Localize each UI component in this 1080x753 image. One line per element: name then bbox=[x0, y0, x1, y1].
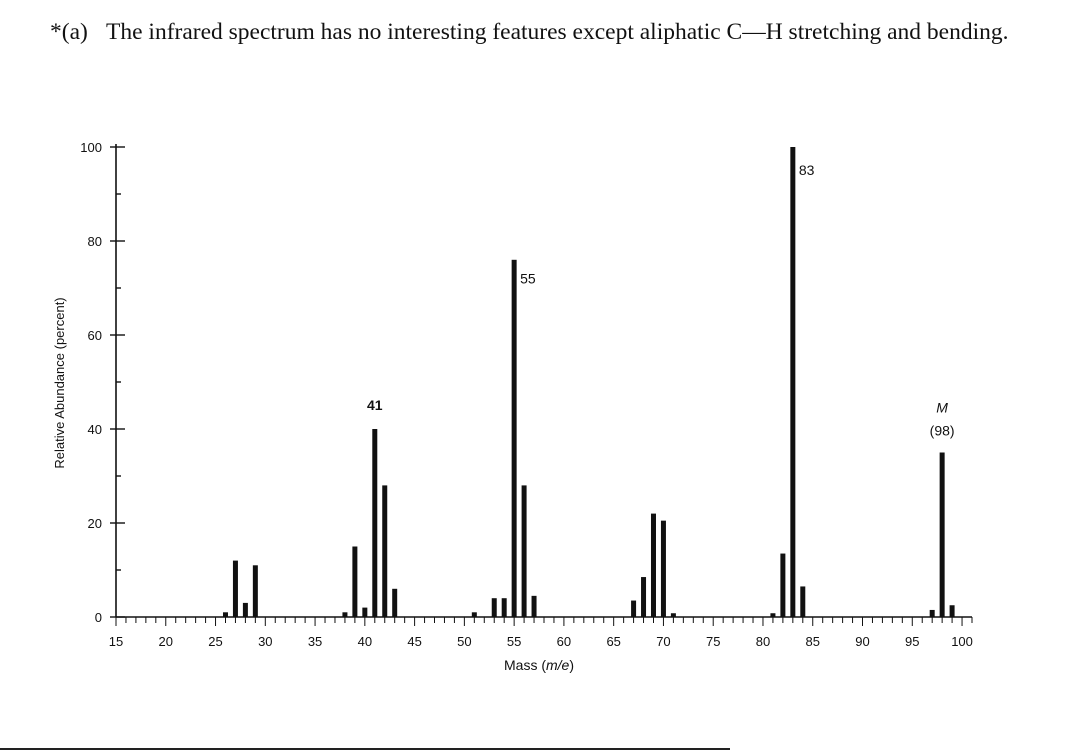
peak-bar-mz-29 bbox=[252, 565, 258, 617]
x-tick-label: 95 bbox=[905, 634, 919, 649]
problem-text: The infrared spectrum has no interesting… bbox=[106, 19, 1009, 45]
y-tick-label: 20 bbox=[88, 516, 102, 531]
peak-bar-mz-43 bbox=[392, 588, 398, 617]
x-tick-label: 70 bbox=[656, 634, 670, 649]
peak-bar-mz-98 bbox=[939, 452, 945, 617]
peak-bar-mz-26 bbox=[222, 612, 228, 617]
x-tick-label: 75 bbox=[706, 634, 720, 649]
footer-rule bbox=[0, 748, 730, 750]
peak-label: 41 bbox=[367, 397, 383, 413]
peak-bar-mz-27 bbox=[232, 560, 238, 617]
x-axis-title: Mass (m/e) bbox=[504, 657, 574, 673]
peak-bar-mz-51 bbox=[471, 612, 477, 617]
peak-bar-mz-40 bbox=[362, 607, 368, 617]
x-tick-label: 30 bbox=[258, 634, 272, 649]
peak-bar-mz-57 bbox=[531, 595, 537, 617]
x-tick-label: 60 bbox=[557, 634, 571, 649]
peak-bar-mz-69 bbox=[650, 513, 656, 617]
peak-bar-mz-54 bbox=[501, 598, 507, 617]
y-tick-label: 100 bbox=[80, 140, 102, 155]
x-tick-label: 90 bbox=[855, 634, 869, 649]
peak-bar-mz-83 bbox=[790, 147, 796, 617]
x-tick-label: 100 bbox=[951, 634, 973, 649]
peak-bar-mz-67 bbox=[631, 600, 637, 617]
peak-bar-mz-28 bbox=[242, 602, 248, 617]
peak-label: M bbox=[936, 400, 948, 416]
peak-bar-mz-42 bbox=[382, 485, 388, 617]
x-tick-label: 55 bbox=[507, 634, 521, 649]
peak-bar-mz-56 bbox=[521, 485, 527, 617]
peak-bar-mz-41 bbox=[372, 429, 378, 617]
peak-label: (98) bbox=[930, 423, 955, 439]
problem-statement: *(a) The infrared spectrum has no interes… bbox=[50, 18, 1050, 46]
peak-bar-mz-68 bbox=[641, 577, 647, 617]
y-axis-title: Relative Abundance (percent) bbox=[52, 297, 67, 468]
y-tick-label: 80 bbox=[88, 234, 102, 249]
problem-marker: *(a) bbox=[50, 19, 88, 45]
peak-bar-mz-71 bbox=[670, 613, 676, 617]
peak-bar-mz-84 bbox=[800, 586, 806, 617]
y-tick-label: 40 bbox=[88, 422, 102, 437]
y-tick-label: 60 bbox=[88, 328, 102, 343]
peak-bar-mz-55 bbox=[511, 259, 517, 617]
x-tick-label: 40 bbox=[358, 634, 372, 649]
peak-bar-mz-53 bbox=[491, 598, 497, 617]
y-tick-label: 0 bbox=[95, 610, 102, 625]
x-tick-label: 35 bbox=[308, 634, 322, 649]
peak-bar-mz-82 bbox=[780, 553, 786, 617]
x-tick-label: 50 bbox=[457, 634, 471, 649]
x-tick-label: 80 bbox=[756, 634, 770, 649]
peak-bar-mz-81 bbox=[770, 613, 776, 617]
x-tick-label: 15 bbox=[109, 634, 123, 649]
x-tick-label: 65 bbox=[606, 634, 620, 649]
peak-label: 55 bbox=[520, 270, 536, 286]
x-tick-label: 20 bbox=[159, 634, 173, 649]
peak-bar-mz-70 bbox=[660, 520, 666, 617]
x-tick-label: 45 bbox=[407, 634, 421, 649]
x-tick-label: 25 bbox=[208, 634, 222, 649]
peak-bar-mz-39 bbox=[352, 546, 358, 617]
peak-bar-mz-38 bbox=[342, 612, 348, 617]
peak-bar-mz-97 bbox=[929, 609, 935, 617]
peak-bar-mz-99 bbox=[949, 605, 955, 617]
peak-label: 83 bbox=[799, 162, 815, 178]
x-tick-label: 85 bbox=[806, 634, 820, 649]
